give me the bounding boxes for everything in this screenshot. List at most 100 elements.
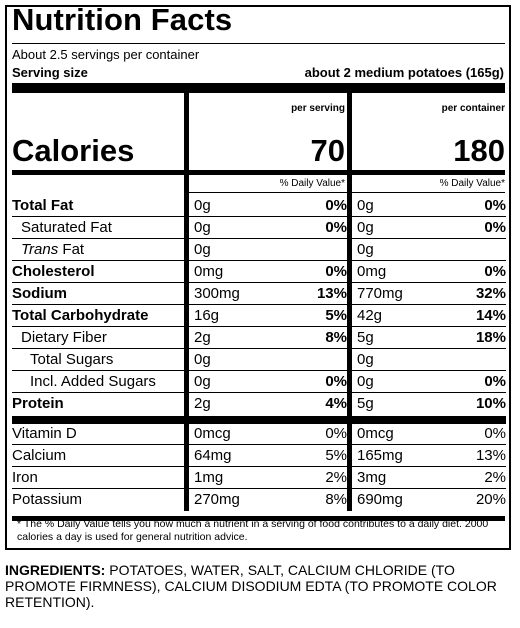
container-amount: 770mg [357,285,403,302]
row-rule [12,238,506,239]
row-rule [12,488,506,489]
nutrient-name: Incl. Added Sugars [30,373,156,390]
serving-daily-value: 2% [325,469,347,486]
serving-daily-value: 4% [325,395,347,412]
serving-daily-value: 0% [325,197,347,214]
nutrient-name: Iron [12,469,38,486]
row-rule [12,304,506,305]
container-daily-value: 10% [475,395,506,412]
calories-rule [352,170,505,175]
serving-amount: 2g [194,329,211,346]
nutrient-name-rest: Fat [58,241,85,258]
calories-rule [12,170,184,175]
container-amount: 165mg [357,447,403,464]
serving-amount: 0g [194,351,211,368]
table-row: Saturated Fat 0g 0% 0g 0% [12,217,506,239]
servings-per-container: About 2.5 servings per container [12,47,200,62]
row-rule [12,444,506,445]
thick-rule-top [12,83,505,93]
serving-amount: 64mg [194,447,232,464]
container-daily-value: 0% [484,373,506,390]
serving-daily-value: 8% [325,491,347,508]
serving-daily-value: 5% [325,447,347,464]
serving-daily-value: 8% [325,329,347,346]
row-rule [12,466,506,467]
micronutrient-divider [12,416,506,424]
container-amount: 3mg [357,469,387,486]
table-row: Total Carbohydrate 16g 5% 42g 14% [12,305,506,327]
per-serving-header: per serving [291,103,345,114]
serving-daily-value: 0% [325,219,347,236]
calories-per-container: 180 [453,133,505,168]
daily-value-header-container: % Daily Value* [439,178,505,189]
serving-amount: 300mg [194,285,240,302]
serving-amount: 0mg [194,263,224,280]
ingredients-text: POTATOES, WATER, SALT, CALCIUM CHLORIDE … [5,562,497,610]
serving-amount: 2g [194,395,211,412]
row-rule [12,260,506,261]
row-rule [12,370,506,371]
serving-amount: 270mg [194,491,240,508]
row-rule [12,282,506,283]
nutrient-name: Potassium [12,491,83,508]
container-daily-value: 18% [475,329,506,346]
nutrient-name: Saturated Fat [21,219,112,236]
serving-amount: 0g [194,197,211,214]
daily-value-footnote: * The % Daily Value tells you how much a… [17,518,489,543]
nutrient-name: Total Carbohydrate [12,307,149,324]
serving-amount: 16g [194,307,220,324]
table-row: Potassium 270mg 8% 690mg 20% [12,489,506,511]
container-amount: 0g [357,197,374,214]
nutrient-name: Dietary Fiber [21,329,107,346]
nutrient-name: Sodium [12,285,67,302]
table-row: Sodium 300mg 13% 770mg 32% [12,283,506,305]
container-amount: 0mg [357,263,387,280]
table-row: Total Sugars 0g 0g [12,349,506,371]
calories-rule [189,170,347,175]
per-container-header: per container [441,103,505,114]
container-daily-value: 0% [484,197,506,214]
nutrient-name: Protein [12,395,64,412]
table-row: Dietary Fiber 2g 8% 5g 18% [12,327,506,349]
container-amount: 0mcg [357,425,394,442]
ingredients-label: INGREDIENTS: [5,562,106,578]
nutrient-name-italic: Trans [21,241,59,258]
calories-per-serving: 70 [310,133,345,168]
table-row: Protein 2g 4% 5g 10% [12,393,506,415]
table-row: Trans Fat 0g 0g [12,239,506,261]
serving-size-label: Serving size [12,65,88,80]
serving-daily-value: 0% [325,425,347,442]
title-rule [12,43,505,44]
container-daily-value: 14% [475,307,506,324]
serving-amount: 0g [194,219,211,236]
container-daily-value: 2% [484,469,506,486]
column-divider-serving [184,93,189,511]
calories-label: Calories [12,133,135,168]
nutrition-facts-panel: Nutrition Facts About 2.5 servings per c… [5,2,511,550]
row-rule [12,348,506,349]
daily-value-rule [189,192,347,193]
table-row: Iron 1mg 2% 3mg 2% [12,467,506,489]
container-daily-value: 13% [475,447,506,464]
nutrient-name: Cholesterol [12,263,95,280]
row-rule [12,392,506,393]
table-row: Calcium 64mg 5% 165mg 13% [12,445,506,467]
nutrient-name: Vitamin D [12,425,77,442]
label-title: Nutrition Facts [12,2,233,37]
container-amount: 5g [357,395,374,412]
container-amount: 0g [357,241,374,258]
container-amount: 5g [357,329,374,346]
serving-amount: 1mg [194,469,224,486]
footnote-rule [12,516,505,521]
table-row: Cholesterol 0mg 0% 0mg 0% [12,261,506,283]
row-rule [12,216,506,217]
container-amount: 0g [357,351,374,368]
nutrient-name: Total Fat [12,197,74,214]
serving-amount: 0g [194,241,211,258]
container-daily-value: 0% [484,263,506,280]
container-daily-value: 32% [475,285,506,302]
nutrient-name: Calcium [12,447,67,464]
serving-amount: 0mcg [194,425,231,442]
container-amount: 0g [357,373,374,390]
container-daily-value: 0% [484,425,506,442]
